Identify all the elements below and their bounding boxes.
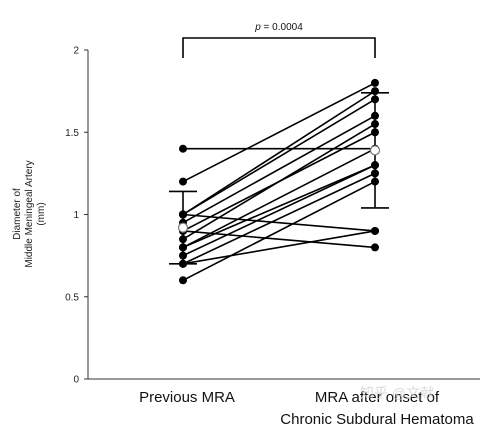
y-axis-title-group: Diameter of Middle Meningeal Artery (mm) — [12, 160, 47, 267]
pair-line — [182, 90, 376, 216]
bracket-line — [182, 37, 376, 58]
point-after — [371, 226, 379, 235]
axes — [87, 50, 480, 380]
category-labels: Previous MRA MRA after onset of Chronic Su… — [139, 389, 474, 428]
pair-line — [182, 82, 376, 183]
y-tick-label: 2 — [73, 46, 79, 57]
paired-lines — [182, 82, 376, 282]
y-tick-label: 0.5 — [65, 292, 79, 303]
category-label-previous: Previous MRA — [139, 389, 235, 406]
y-axis-title-line: Diameter of — [12, 188, 23, 240]
pair-line — [182, 123, 376, 240]
watermark: 知乎 @文献 — [360, 385, 434, 401]
pair-line — [182, 213, 376, 232]
pair-line — [182, 164, 376, 257]
y-tick-label: 0 — [73, 375, 79, 386]
p-symbol: p — [254, 22, 261, 33]
point-before — [179, 144, 187, 153]
p-value: = 0.0004 — [261, 22, 303, 33]
significance-bracket: p = 0.0004 — [182, 22, 376, 58]
mean-after — [369, 145, 381, 156]
pair-line — [182, 230, 376, 265]
y-tick-label: 1.5 — [65, 128, 79, 139]
point-after — [371, 243, 379, 252]
point-before — [179, 276, 187, 285]
mean-before — [177, 222, 189, 233]
category-label-after: Chronic Subdural Hematoma — [280, 411, 474, 428]
point-before — [179, 177, 187, 186]
pair-line — [182, 98, 376, 216]
y-axis-title: Diameter of Middle Meningeal Artery (mm) — [12, 160, 47, 267]
pair-line — [182, 164, 376, 249]
mean-markers — [177, 145, 381, 233]
y-tick-label: 1 — [73, 210, 79, 221]
y-axis-title-line: Middle Meningeal Artery — [24, 160, 35, 267]
pair-line — [182, 115, 376, 224]
pair-line — [182, 172, 376, 265]
y-axis-title-line: (mm) — [36, 202, 47, 225]
category-label-after: MRA after onset of — [315, 389, 440, 406]
p-value-label: p = 0.0004 — [254, 22, 303, 33]
point-after — [371, 78, 379, 87]
y-ticks: 0 0.5 1 1.5 2 — [65, 46, 88, 386]
pair-line — [182, 180, 376, 282]
pair-line — [182, 147, 376, 249]
